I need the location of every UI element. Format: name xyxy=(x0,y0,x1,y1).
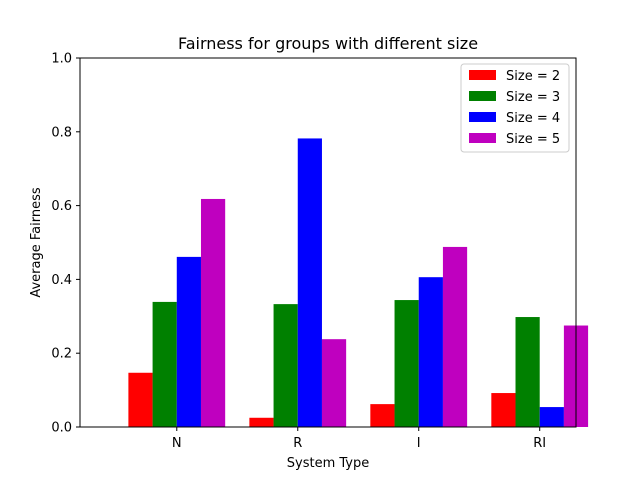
bar-RI-series-2 xyxy=(515,317,540,427)
legend-label: Size = 5 xyxy=(506,132,560,147)
bar-R-series-1 xyxy=(249,417,274,427)
legend: Size = 2 Size = 3 Size = 4 Size = 5 xyxy=(460,63,570,153)
legend-box xyxy=(460,63,570,153)
bar-R-series-4 xyxy=(321,339,347,427)
bar-N-series-1 xyxy=(128,372,153,427)
y-axis: 0.0 0.2 0.4 0.6 0.8 1.0 xyxy=(51,52,80,436)
bar-I-series-2 xyxy=(394,300,419,427)
legend-swatch xyxy=(469,91,496,101)
bar-I-series-1 xyxy=(370,404,395,427)
y-tick-label: 0.0 xyxy=(51,421,72,436)
bar-I-series-3 xyxy=(418,277,443,427)
legend-label: Size = 4 xyxy=(506,111,560,126)
chart-title: Fairness for groups with different size xyxy=(178,34,478,53)
y-tick-label: 0.6 xyxy=(51,199,72,214)
y-tick-label: 0.2 xyxy=(51,347,72,362)
y-tick-label: 0.8 xyxy=(51,125,72,140)
x-axis: N R I RI xyxy=(172,427,546,451)
bar-N-series-3 xyxy=(176,256,201,427)
x-tick-label: RI xyxy=(533,436,546,451)
x-tick-label: I xyxy=(417,436,421,451)
legend-label: Size = 3 xyxy=(506,90,560,105)
legend-swatch xyxy=(469,70,496,80)
legend-swatch xyxy=(469,133,496,143)
legend-label: Size = 2 xyxy=(506,69,560,84)
x-tick-label: R xyxy=(293,436,302,451)
y-tick-label: 1.0 xyxy=(51,52,72,67)
bar-N-series-4 xyxy=(200,198,226,427)
plot-frame xyxy=(79,57,577,428)
bar-RI-series-3 xyxy=(539,407,564,427)
bar-N-series-2 xyxy=(152,301,177,427)
bar-R-series-2 xyxy=(273,304,298,427)
x-tick-label: N xyxy=(172,436,182,451)
bar-I-series-4 xyxy=(442,246,468,427)
y-axis-label: Average Fairness xyxy=(29,187,44,298)
bars-group xyxy=(128,138,589,427)
bar-R-series-3 xyxy=(297,138,322,427)
legend-swatch xyxy=(469,112,496,122)
y-tick-label: 0.4 xyxy=(51,273,72,288)
x-axis-label: System Type xyxy=(287,456,369,471)
bar-RI-series-1 xyxy=(491,393,516,427)
